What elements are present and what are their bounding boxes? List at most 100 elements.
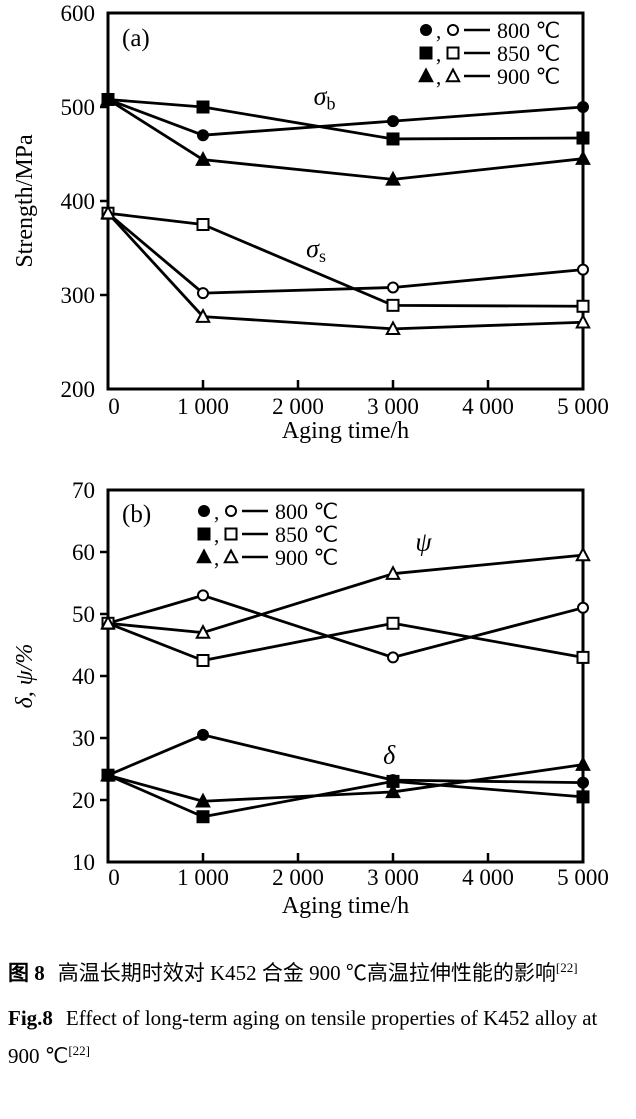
legend-filled-marker-icon xyxy=(198,505,210,517)
chart-panel-b: 10 20 30 40 50 60 70 0 1 000 2 000 3 000 4 000 5 000… xyxy=(12,478,609,919)
data-point-marker xyxy=(576,131,590,145)
legend-open-marker-icon xyxy=(223,548,239,564)
series-line xyxy=(107,773,584,819)
legend-label: 800 ℃ xyxy=(497,18,560,43)
data-point-marker xyxy=(386,298,400,312)
data-point-marker xyxy=(575,546,591,562)
caption-zh-reference: [22] xyxy=(555,960,578,975)
x-tick-label: 3 000 xyxy=(367,865,419,890)
caption-zh-number: 图 8 xyxy=(8,961,45,985)
data-point-marker xyxy=(577,601,589,614)
y-tick-label: 300 xyxy=(61,283,96,308)
data-point-marker xyxy=(575,756,591,771)
data-point-marker xyxy=(387,115,399,128)
caption-en-number: Fig.8 xyxy=(8,1006,53,1031)
series-line xyxy=(107,98,584,141)
curve-annotation: δ xyxy=(383,740,396,769)
y-axis-label: Strength/MPa xyxy=(12,134,38,268)
data-point-marker xyxy=(387,281,399,294)
y-tick-label: 400 xyxy=(61,189,96,214)
curve-annotation: σb xyxy=(314,82,336,114)
panel-label: (b) xyxy=(122,501,151,528)
data-point-marker xyxy=(385,565,401,580)
series-line xyxy=(107,763,584,803)
legend-label: 850 ℃ xyxy=(275,522,338,547)
figure-caption: 图 8 高温长期时效对 K452 合金 900 ℃高温拉伸性能的影响[22] Fi… xyxy=(0,930,636,1076)
legend-filled-marker-icon xyxy=(418,67,434,83)
caption-en: Fig.8 Effect of long-term aging on tensil… xyxy=(8,999,626,1075)
y-axis-label: δ, ψ/% xyxy=(12,644,38,709)
x-tick-label: 0 xyxy=(108,865,120,890)
data-point-marker xyxy=(577,101,589,113)
x-tick-label: 1 000 xyxy=(177,865,229,890)
x-tick-label: 5 000 xyxy=(557,394,609,419)
legend-open-marker-icon xyxy=(446,46,460,60)
data-point-marker xyxy=(387,651,399,664)
legend-open-marker-icon xyxy=(224,527,238,541)
legend-comma: , xyxy=(214,523,219,547)
series-line xyxy=(107,211,584,308)
series-line xyxy=(107,212,584,295)
legend-comma: , xyxy=(436,65,441,89)
series-line xyxy=(107,621,584,662)
data-point-marker xyxy=(576,299,590,313)
series-line xyxy=(107,98,584,181)
legend-comma: , xyxy=(436,19,441,43)
legend-label: 800 ℃ xyxy=(275,499,338,524)
x-axis-label: Aging time/h xyxy=(282,418,409,444)
data-point-marker xyxy=(100,614,116,630)
data-point-marker xyxy=(386,616,400,630)
data-point-marker xyxy=(195,307,211,323)
series-line xyxy=(106,212,584,331)
legend-filled-marker-icon xyxy=(196,548,212,564)
x-tick-label: 1 000 xyxy=(177,394,229,419)
data-point-marker xyxy=(197,589,209,602)
series-line xyxy=(107,98,584,137)
series-line xyxy=(107,733,584,785)
data-point-marker xyxy=(196,810,210,824)
series-line xyxy=(107,553,584,635)
data-point-marker xyxy=(385,783,401,799)
caption-en-reference: [22] xyxy=(68,1043,91,1059)
legend-label: 900 ℃ xyxy=(497,64,560,89)
x-tick-label: 0 xyxy=(108,394,120,419)
y-tick-label: 40 xyxy=(72,664,95,689)
curve-annotation: σs xyxy=(306,234,326,266)
legend-label: 850 ℃ xyxy=(497,41,560,66)
legend-open-marker-icon xyxy=(225,505,237,517)
y-tick-label: 10 xyxy=(72,850,95,875)
x-tick-label: 5 000 xyxy=(557,865,609,890)
caption-en-text: Effect of long-term aging on tensile pro… xyxy=(8,1006,598,1069)
data-point-marker xyxy=(195,623,211,639)
curve-annotation: ψ xyxy=(415,528,432,557)
data-point-marker xyxy=(100,766,116,782)
data-point-marker xyxy=(576,790,590,804)
data-point-marker xyxy=(100,204,116,220)
legend-filled-marker-icon xyxy=(420,24,432,36)
x-tick-label: 4 000 xyxy=(462,865,514,890)
data-point-marker xyxy=(385,170,401,186)
legend-comma: , xyxy=(214,546,219,570)
x-tick-label: 3 000 xyxy=(367,394,419,419)
legend-comma: , xyxy=(436,42,441,66)
y-tick-label: 20 xyxy=(72,788,95,813)
x-tick-label: 4 000 xyxy=(462,394,514,419)
legend-comma: , xyxy=(214,500,219,524)
y-tick-label: 500 xyxy=(61,95,96,120)
data-point-marker xyxy=(196,654,210,667)
data-point-marker xyxy=(575,150,591,165)
data-point-marker xyxy=(197,129,209,142)
chart-panel-a: 200 300 400 500 600 0 1 000 2 000 3 000 4 000 5 00… xyxy=(12,1,609,444)
data-point-marker xyxy=(385,320,401,336)
data-point-marker xyxy=(386,132,400,146)
caption-zh-text: 高温长期时效对 K452 合金 900 ℃高温拉伸性能的影响 xyxy=(57,961,556,985)
panel-label: (a) xyxy=(122,25,150,52)
legend-label: 900 ℃ xyxy=(275,545,338,570)
series-line xyxy=(107,593,584,659)
legend-filled-marker-icon xyxy=(197,527,211,541)
data-point-marker xyxy=(575,313,591,329)
caption-zh: 图 8 高温长期时效对 K452 合金 900 ℃高温拉伸性能的影响[22] xyxy=(8,954,626,992)
y-tick-label: 200 xyxy=(61,377,96,402)
data-point-marker xyxy=(195,151,211,166)
